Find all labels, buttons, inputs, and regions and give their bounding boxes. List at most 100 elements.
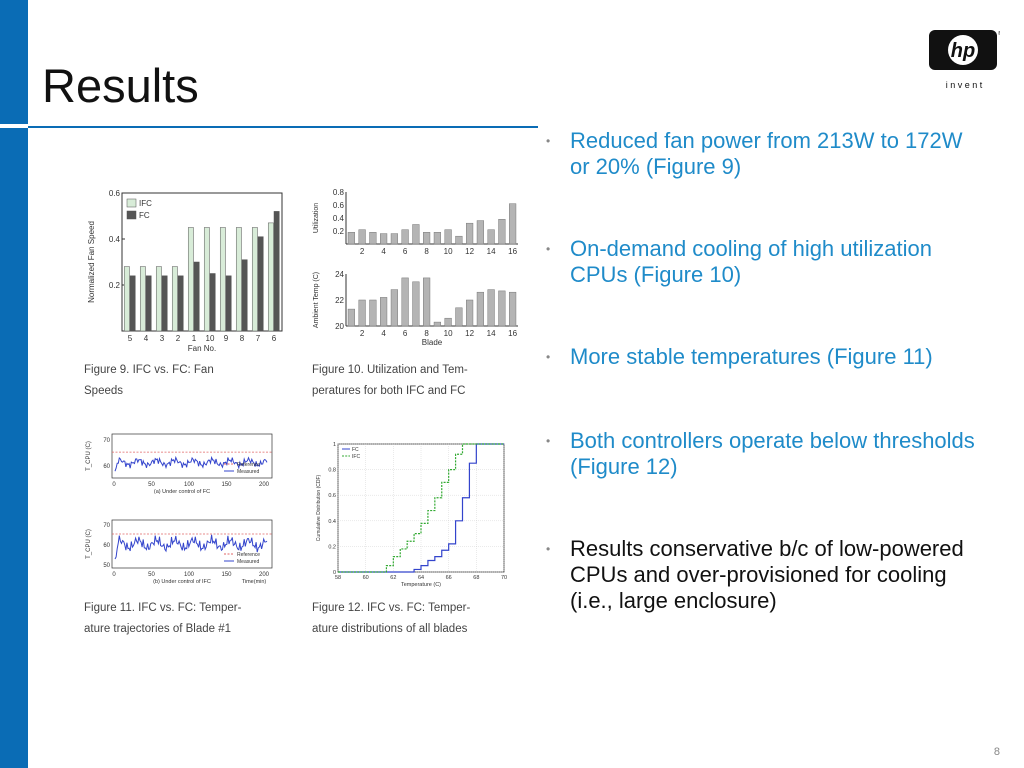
- legend-label: Measured: [237, 559, 259, 565]
- bar: [455, 307, 463, 327]
- y-tick-label: 0.6: [328, 493, 336, 499]
- y-tick-label: 0.4: [328, 519, 336, 525]
- x-tick-label: 10: [444, 329, 453, 338]
- y-tick-label: 24: [335, 270, 344, 279]
- bullet-item: • Results conservative b/c of low-powered…: [546, 536, 986, 614]
- hp-logo: hp ® i n v e n t: [929, 30, 1000, 90]
- bar-ifc: [187, 227, 194, 332]
- x-tick-label: 62: [390, 575, 396, 581]
- bullet-dot: •: [546, 542, 551, 556]
- bar-ifc: [219, 227, 226, 332]
- legend-label: IFC: [352, 454, 360, 460]
- caption-line: Figure 12. IFC vs. FC: Temper-: [312, 602, 471, 614]
- y-tick-label: 70: [103, 438, 110, 444]
- x-tick-label: 200: [259, 572, 270, 578]
- bar: [358, 229, 366, 245]
- bullet-text: Reduced fan power from 213W to 172W or 2…: [570, 128, 963, 179]
- logo-text: hp: [951, 40, 975, 62]
- legend-label: Measured: [237, 469, 259, 475]
- legend-label: Reference: [237, 462, 260, 468]
- figure-9-chart: 0.2 0.4 0.6 5 4 3 2 1 10 9 8 7 6 Fan No. Normalized Fa…: [87, 189, 283, 353]
- bar: [390, 233, 398, 245]
- bar-fc: [129, 275, 136, 332]
- bar-fc: [257, 236, 264, 332]
- bar-ifc: [267, 222, 274, 332]
- bar: [380, 233, 388, 245]
- bar: [380, 297, 388, 327]
- bar-ifc: [155, 266, 162, 332]
- y-tick-label: 0.2: [333, 227, 345, 236]
- bar: [358, 299, 366, 327]
- bar: [466, 299, 474, 327]
- x-tick-label: 6: [403, 247, 408, 256]
- bullet-item: • Both controllers operate below threshol…: [546, 428, 986, 480]
- y-axis-label: T_CPU (C): [86, 529, 92, 559]
- cdf-line-ifc: [338, 443, 504, 573]
- x-tick-label: 0: [112, 572, 116, 578]
- caption-line: ature distributions of all blades: [312, 623, 468, 635]
- bar: [498, 219, 506, 245]
- x-tick-label: 3: [160, 334, 165, 343]
- panel-subtitle: (b) Under control of IFC: [153, 579, 211, 585]
- panel-subtitle: (a) Under control of FC: [154, 489, 210, 495]
- x-tick-label: 2: [176, 334, 181, 343]
- plot-frame: [111, 519, 273, 569]
- y-tick-label: 0.6: [333, 201, 345, 210]
- plot-frame: [111, 433, 273, 479]
- x-tick-label: 6: [272, 334, 277, 343]
- legend-label: FC: [352, 447, 359, 453]
- y-tick-label: 60: [103, 464, 110, 470]
- caption-line: Figure 9. IFC vs. FC: Fan: [84, 364, 214, 376]
- y-tick-label: 70: [103, 523, 110, 529]
- y-tick-label: 1: [333, 442, 336, 448]
- x-tick-label: 8: [240, 334, 245, 343]
- bullet-text: Results conservative b/c of low-powered …: [570, 536, 964, 613]
- x-tick-label: 60: [363, 575, 369, 581]
- x-tick-label: 4: [381, 247, 386, 256]
- x-tick-label: 1: [192, 334, 197, 343]
- bar: [412, 281, 420, 327]
- caption-line: Figure 11. IFC vs. FC: Temper-: [84, 602, 242, 614]
- bar-fc: [209, 273, 216, 332]
- caption-line: Speeds: [84, 385, 124, 397]
- y-tick-label: 50: [103, 563, 110, 569]
- x-axis-label: Fan No.: [188, 344, 216, 353]
- bar: [369, 299, 377, 327]
- legend-label: IFC: [139, 199, 152, 208]
- x-tick-label: 150: [221, 572, 232, 578]
- y-tick-label: 22: [335, 296, 344, 305]
- x-tick-label: 66: [446, 575, 452, 581]
- bar: [444, 229, 452, 245]
- bar: [487, 229, 495, 245]
- bar: [487, 289, 495, 327]
- y-axis-label: Normalized Fan Speed: [87, 221, 96, 303]
- figure-10-chart: 0.20.40.60.82 4 6 8 10 12 14 16Utilization20222…: [313, 188, 518, 347]
- x-axis-label: Temperature (C): [401, 582, 441, 588]
- y-tick-label: 0.4: [109, 235, 121, 244]
- y-axis-label: Ambient Temp (C): [313, 272, 320, 328]
- bar: [476, 220, 484, 245]
- measured-line: [114, 534, 268, 560]
- caption-line: ature trajectories of Blade #1: [84, 623, 232, 635]
- sidebar-accent: [0, 0, 28, 768]
- x-tick-label: 200: [259, 482, 270, 488]
- x-tick-label: 64: [418, 575, 424, 581]
- bar: [509, 203, 517, 245]
- bar-ifc: [139, 266, 146, 332]
- bullet-item: • On-demand cooling of high utilization C…: [546, 236, 986, 288]
- x-tick-label: 6: [403, 329, 408, 338]
- x-tick-label: 4: [144, 334, 149, 343]
- x-tick-label: 10: [444, 247, 453, 256]
- legend-swatch: [126, 210, 137, 220]
- bar: [498, 290, 506, 327]
- x-tick-label: 150: [221, 482, 232, 488]
- bar-fc: [145, 275, 152, 332]
- x-tick-label: 10: [206, 334, 215, 343]
- bar-ifc: [203, 227, 210, 332]
- x-tick-label: 16: [508, 329, 517, 338]
- cdf-line-fc: [338, 443, 504, 573]
- bar: [401, 229, 409, 245]
- bar: [455, 235, 463, 245]
